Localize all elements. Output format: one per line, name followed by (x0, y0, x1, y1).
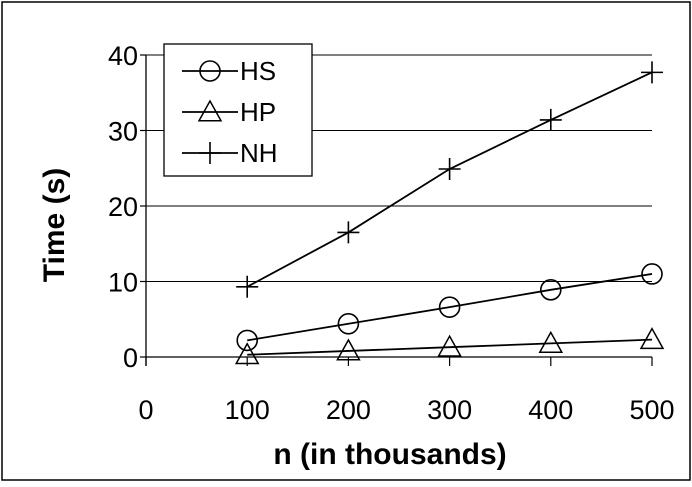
x-axis-title: n (in thousands) (273, 438, 506, 471)
series-nh (236, 61, 663, 298)
y-tick-label-20: 20 (108, 192, 138, 222)
data-point-nh-500 (641, 61, 663, 84)
data-point-hp-100 (234, 342, 260, 365)
series-hp (234, 327, 665, 365)
data-point-nh-200 (337, 221, 360, 244)
y-tick-label-10: 10 (108, 268, 138, 298)
legend-marker-hs (199, 60, 221, 82)
y-axis-title: Time (s) (38, 168, 71, 282)
data-point-hp-400 (538, 330, 564, 353)
x-tick-label-200: 200 (326, 395, 371, 425)
legend-label-nh: NH (240, 138, 278, 168)
series-line-hs (247, 273, 653, 342)
legend-box (163, 43, 313, 177)
y-tick-label-30: 30 (108, 117, 138, 147)
x-tick-label-0: 0 (138, 395, 153, 425)
x-tick-label-100: 100 (225, 395, 270, 425)
y-tick-label-0: 0 (123, 343, 138, 373)
x-tick-label-400: 400 (528, 395, 573, 425)
series-line-hp (247, 338, 653, 356)
x-tick-label-500: 500 (629, 395, 674, 425)
data-point-hs-400 (539, 279, 562, 301)
series-layer (234, 61, 665, 365)
legend: HS HP NH (163, 43, 313, 177)
data-point-hp-500 (639, 327, 665, 350)
data-point-hp-200 (336, 338, 361, 361)
data-point-hs-100 (236, 329, 258, 352)
data-point-hs-300 (438, 296, 461, 318)
data-point-hp-300 (437, 334, 462, 357)
data-point-nh-400 (539, 108, 562, 131)
data-point-nh-100 (236, 275, 259, 298)
data-point-hs-500 (641, 263, 663, 285)
y-tick-label-40: 40 (108, 41, 138, 71)
legend-label-hp: HP (240, 97, 276, 127)
data-point-nh-300 (438, 158, 461, 181)
data-point-hs-200 (337, 312, 360, 335)
legend-marker-hp (197, 99, 223, 122)
legend-label-hs: HS (240, 56, 276, 86)
series-hs (236, 263, 663, 352)
x-tick-label-300: 300 (427, 395, 472, 425)
legend-marker-nh (199, 142, 221, 164)
